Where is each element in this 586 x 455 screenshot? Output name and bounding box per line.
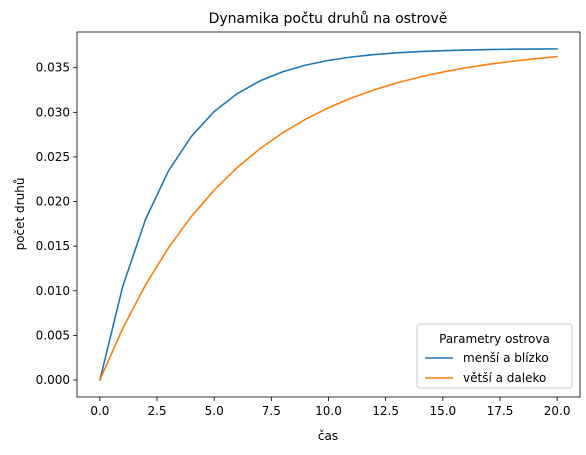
series-line-menší-a-blízko xyxy=(99,48,558,381)
y-tick-label: 0.035 xyxy=(36,61,70,75)
y-tick-label: 0.025 xyxy=(36,150,70,164)
legend-title: Parametry ostrova xyxy=(439,332,550,346)
x-tick-label: 12.5 xyxy=(372,404,399,418)
y-tick-label: 0.000 xyxy=(36,373,70,387)
y-tick-label: 0.015 xyxy=(36,239,70,253)
x-axis: 0.0 2.5 5.0 7.5 10.0 12.5 15.0 17.5 20.0 xyxy=(90,397,570,418)
y-tick-label: 0.020 xyxy=(36,195,70,209)
legend: Parametry ostrova menší a blízko větší a… xyxy=(416,323,573,389)
y-axis: 0.000 0.005 0.010 0.015 0.020 0.025 0.030 0.035 xyxy=(36,61,77,387)
y-tick-label: 0.010 xyxy=(36,284,70,298)
x-axis-label: čas xyxy=(318,429,338,443)
x-tick-label: 17.5 xyxy=(487,404,514,418)
y-axis-label: počet druhů xyxy=(13,178,27,251)
x-tick-label: 5.0 xyxy=(205,404,224,418)
x-tick-label: 7.5 xyxy=(262,404,281,418)
x-tick-label: 10.0 xyxy=(315,404,342,418)
series-lines xyxy=(99,48,558,381)
y-tick-label: 0.030 xyxy=(36,105,70,119)
x-tick-label: 15.0 xyxy=(429,404,456,418)
chart-title: Dynamika počtu druhů na ostrově xyxy=(209,11,448,27)
legend-label-větší-a-daleko: větší a daleko xyxy=(463,371,546,385)
series-line-větší-a-daleko xyxy=(99,55,558,381)
legend-label-menší-a-blízko: menší a blízko xyxy=(463,351,549,365)
x-tick-label: 2.5 xyxy=(147,404,166,418)
y-tick-label: 0.005 xyxy=(36,328,70,342)
legend-box xyxy=(416,323,573,389)
x-tick-label: 0.0 xyxy=(90,404,109,418)
x-tick-label: 20.0 xyxy=(544,404,571,418)
